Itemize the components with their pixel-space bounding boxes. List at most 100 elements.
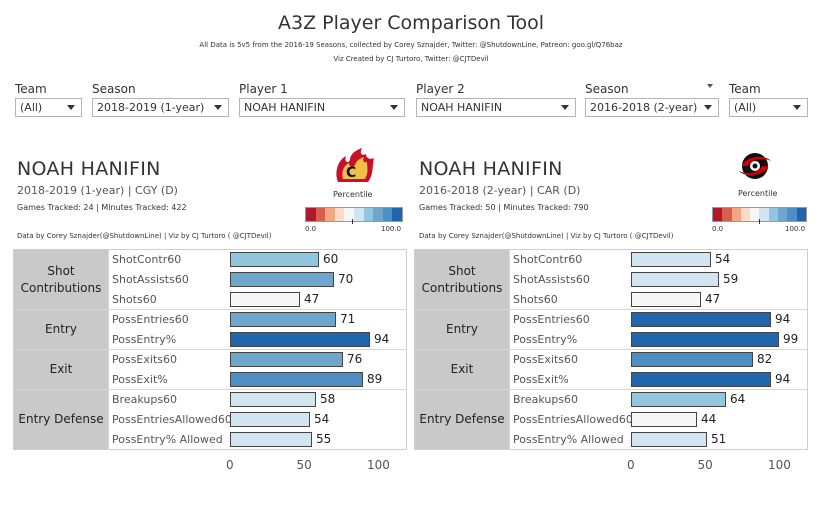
metric-label: PossEntries60: [112, 313, 189, 326]
legend-swatch: [787, 208, 797, 221]
left-legend-max: 100.0: [381, 225, 402, 233]
legend-swatch: [363, 208, 374, 221]
legend-swatch: [373, 208, 383, 221]
metric-value: 54: [314, 412, 330, 426]
chevron-down-icon: [67, 105, 75, 110]
metric-bar: [631, 352, 753, 367]
metric-label: PossEntry%: [513, 333, 578, 346]
team1-filter-label: Team: [15, 82, 47, 96]
group-divider: [415, 389, 807, 390]
metric-value: 94: [775, 372, 791, 386]
metric-value: 51: [711, 432, 727, 446]
left-player-info: 2018-2019 (1-year) | CGY (D): [17, 184, 178, 197]
team2-dropdown-value: (All): [734, 101, 757, 114]
legend-swatch: [392, 208, 402, 221]
right-legend-midpoint-marker: [759, 219, 760, 224]
metric-bar: [631, 372, 771, 387]
metric-label: ShotContr60: [513, 253, 583, 266]
legend-swatch: [731, 208, 741, 221]
page-subtitle-viz-credit: Viz Created by CJ Turtoro, Twitter: @CJT…: [333, 55, 489, 63]
axis-tick-label: 50: [697, 458, 713, 472]
axis-divider: [108, 250, 109, 450]
metric-value: 89: [367, 372, 383, 386]
season1-dropdown[interactable]: 2018-2019 (1-year): [92, 98, 229, 117]
player1-dropdown[interactable]: NOAH HANIFIN: [239, 98, 405, 117]
left-legend-title: Percentile: [333, 190, 373, 199]
carolina-hurricanes-logo-icon: [739, 153, 771, 179]
metric-bar: [631, 272, 719, 287]
metric-value: 94: [374, 332, 390, 346]
player2-dropdown[interactable]: NOAH HANIFIN: [416, 98, 576, 117]
metric-bar: [631, 252, 711, 267]
metric-bar: [230, 332, 370, 347]
chevron-down-icon: [704, 105, 712, 110]
metric-bar: [230, 352, 343, 367]
metric-value: 71: [340, 312, 356, 326]
left-percentile-legend: [305, 207, 403, 222]
metric-value: 47: [304, 292, 320, 306]
category-label: Exit: [14, 350, 108, 389]
team1-dropdown[interactable]: (All): [15, 98, 82, 117]
axis-tick-label: 0: [627, 458, 635, 472]
legend-swatch: [778, 208, 788, 221]
right-legend-min: 0.0: [712, 225, 724, 233]
team2-dropdown[interactable]: (All): [729, 98, 808, 117]
group-divider: [415, 309, 807, 310]
metric-value: 64: [730, 392, 746, 406]
axis-tick-label: 50: [296, 458, 312, 472]
left-legend-midpoint-marker: [352, 219, 353, 224]
metric-bar: [230, 432, 312, 447]
axis-divider: [509, 250, 510, 450]
metric-value: 82: [757, 352, 773, 366]
metric-label: ShotContr60: [112, 253, 182, 266]
right-player-name: NOAH HANIFIN: [419, 158, 563, 180]
metric-label: ShotAssists60: [112, 273, 189, 286]
metric-bar: [631, 312, 771, 327]
metric-bar: [631, 292, 701, 307]
group-divider: [14, 349, 406, 350]
metric-value: 44: [701, 412, 717, 426]
right-legend-max: 100.0: [785, 225, 806, 233]
metric-bar: [230, 392, 316, 407]
group-divider: [415, 349, 807, 350]
metric-bar: [230, 272, 334, 287]
legend-swatch: [759, 208, 769, 221]
metric-label: PossEntry% Allowed: [112, 433, 223, 446]
axis-tick-label: 0: [226, 458, 234, 472]
right-player-tracked: Games Tracked: 50 | Minutes Tracked: 790: [419, 203, 589, 212]
right-player-info: 2016-2018 (2-year) | CAR (D): [419, 184, 581, 197]
metric-label: PossExits60: [513, 353, 578, 366]
metric-label: PossEntry% Allowed: [513, 433, 624, 446]
season1-filter-label: Season: [92, 82, 136, 96]
season2-menu-arrow-icon[interactable]: [707, 84, 713, 88]
metric-bar: [631, 392, 726, 407]
category-label: Shot Contributions: [415, 250, 509, 309]
legend-swatch: [344, 208, 354, 221]
metric-value: 94: [775, 312, 791, 326]
legend-swatch: [740, 208, 751, 221]
legend-swatch: [315, 208, 326, 221]
page-title: A3Z Player Comparison Tool: [277, 12, 544, 34]
metric-bar: [230, 312, 336, 327]
category-label: Entry: [415, 310, 509, 349]
svg-text:C: C: [346, 165, 356, 181]
metric-bar: [230, 292, 300, 307]
chevron-down-icon: [214, 105, 222, 110]
season2-dropdown[interactable]: 2016-2018 (2-year): [585, 98, 719, 117]
metric-value: 70: [338, 272, 354, 286]
metric-bar: [631, 332, 779, 347]
legend-swatch: [713, 208, 723, 221]
axis-tick-label: 100: [367, 458, 390, 472]
metric-label: PossEntriesAllowed60: [513, 413, 633, 426]
metric-value: 60: [323, 252, 339, 266]
player1-dropdown-value: NOAH HANIFIN: [244, 101, 326, 114]
metric-value: 47: [705, 292, 721, 306]
metric-label: PossEntries60: [513, 313, 590, 326]
metric-label: PossEntry%: [112, 333, 177, 346]
legend-swatch: [334, 208, 345, 221]
legend-swatch: [722, 208, 732, 221]
team2-filter-label: Team: [729, 82, 761, 96]
legend-swatch: [750, 208, 760, 221]
season2-dropdown-value: 2016-2018 (2-year): [590, 101, 698, 114]
